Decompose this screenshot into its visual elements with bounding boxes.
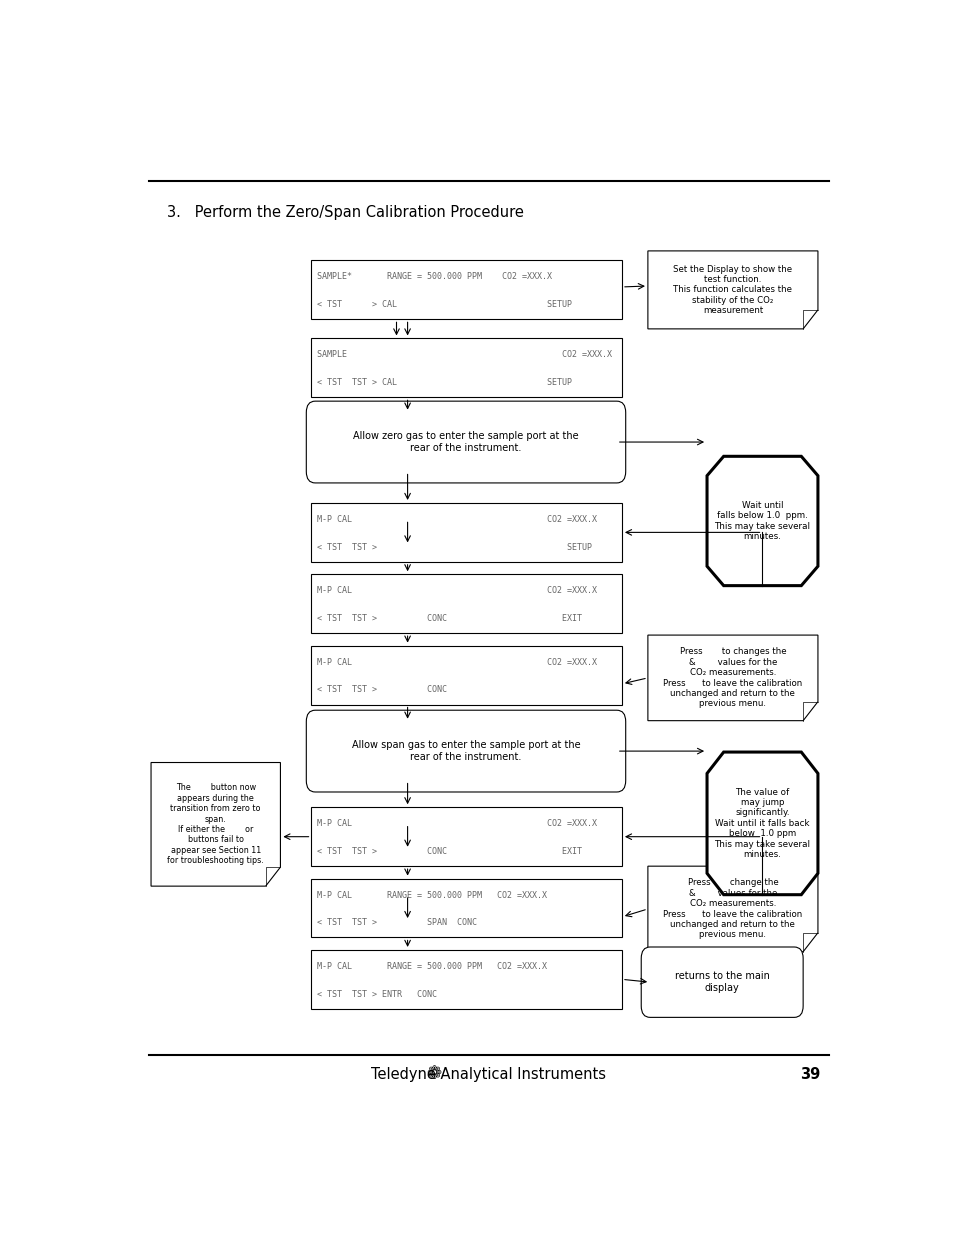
Polygon shape bbox=[706, 752, 817, 894]
Text: Teledyne Analytical Instruments: Teledyne Analytical Instruments bbox=[371, 1067, 606, 1082]
Text: M-P CAL                                       CO2 =XXX.X: M-P CAL CO2 =XXX.X bbox=[316, 657, 596, 667]
Text: Press       change the
&        values for the
CO₂ measurements.
Press      to l: Press change the & values for the CO₂ me… bbox=[662, 878, 801, 940]
Polygon shape bbox=[647, 251, 817, 329]
Polygon shape bbox=[647, 635, 817, 721]
FancyBboxPatch shape bbox=[311, 808, 621, 866]
Text: < TST      > CAL                              SETUP: < TST > CAL SETUP bbox=[316, 300, 571, 309]
FancyBboxPatch shape bbox=[311, 574, 621, 634]
FancyBboxPatch shape bbox=[306, 710, 625, 792]
Text: M-P CAL                                       CO2 =XXX.X: M-P CAL CO2 =XXX.X bbox=[316, 515, 596, 524]
FancyBboxPatch shape bbox=[311, 950, 621, 1009]
Text: M-P CAL                                       CO2 =XXX.X: M-P CAL CO2 =XXX.X bbox=[316, 587, 596, 595]
Text: SAMPLE*       RANGE = 500.000 PPM    CO2 =XXX.X: SAMPLE* RANGE = 500.000 PPM CO2 =XXX.X bbox=[316, 273, 551, 282]
FancyBboxPatch shape bbox=[311, 878, 621, 937]
Text: M-P CAL                                       CO2 =XXX.X: M-P CAL CO2 =XXX.X bbox=[316, 819, 596, 829]
Text: < TST  TST >          SPAN  CONC: < TST TST > SPAN CONC bbox=[316, 919, 476, 927]
FancyBboxPatch shape bbox=[311, 646, 621, 704]
Text: < TST  TST >          CONC                       EXIT: < TST TST > CONC EXIT bbox=[316, 614, 581, 622]
FancyBboxPatch shape bbox=[306, 401, 625, 483]
Text: returns to the main
display: returns to the main display bbox=[674, 972, 769, 993]
Text: < TST  TST > CAL                              SETUP: < TST TST > CAL SETUP bbox=[316, 378, 571, 387]
Text: < TST  TST >                                      SETUP: < TST TST > SETUP bbox=[316, 542, 591, 552]
Text: Press       to changes the
&        values for the
CO₂ measurements.
Press      : Press to changes the & values for the CO… bbox=[662, 647, 801, 709]
Text: 3.   Perform the Zero/Span Calibration Procedure: 3. Perform the Zero/Span Calibration Pro… bbox=[167, 205, 523, 220]
Text: 39: 39 bbox=[800, 1067, 820, 1082]
Text: Allow span gas to enter the sample port at the
rear of the instrument.: Allow span gas to enter the sample port … bbox=[352, 740, 579, 762]
FancyBboxPatch shape bbox=[311, 503, 621, 562]
Polygon shape bbox=[151, 762, 280, 887]
FancyBboxPatch shape bbox=[311, 338, 621, 398]
Text: Wait until
falls below 1.0  ppm.
This may take several
minutes.: Wait until falls below 1.0 ppm. This may… bbox=[714, 501, 810, 541]
Text: Allow zero gas to enter the sample port at the
rear of the instrument.: Allow zero gas to enter the sample port … bbox=[353, 431, 578, 453]
Text: The        button now
appears during the
transition from zero to
span.
If either: The button now appears during the transi… bbox=[167, 783, 264, 866]
Polygon shape bbox=[706, 456, 817, 585]
FancyBboxPatch shape bbox=[640, 947, 802, 1018]
Text: Set the Display to show the
test function.
This function calculates the
stabilit: Set the Display to show the test functio… bbox=[673, 264, 792, 315]
FancyBboxPatch shape bbox=[311, 261, 621, 320]
Text: M-P CAL       RANGE = 500.000 PPM   CO2 =XXX.X: M-P CAL RANGE = 500.000 PPM CO2 =XXX.X bbox=[316, 962, 546, 971]
Text: M-P CAL       RANGE = 500.000 PPM   CO2 =XXX.X: M-P CAL RANGE = 500.000 PPM CO2 =XXX.X bbox=[316, 890, 546, 899]
Text: ❁: ❁ bbox=[425, 1066, 440, 1083]
Text: < TST  TST >          CONC: < TST TST > CONC bbox=[316, 685, 446, 694]
Text: SAMPLE                                           CO2 =XXX.X: SAMPLE CO2 =XXX.X bbox=[316, 351, 611, 359]
Text: The value of
may jump
significantly.
Wait until it falls back
below  1.0 ppm
Thi: The value of may jump significantly. Wai… bbox=[714, 788, 810, 860]
Polygon shape bbox=[647, 866, 817, 952]
Text: < TST  TST > ENTR   CONC: < TST TST > ENTR CONC bbox=[316, 989, 436, 999]
Text: < TST  TST >          CONC                       EXIT: < TST TST > CONC EXIT bbox=[316, 847, 581, 856]
